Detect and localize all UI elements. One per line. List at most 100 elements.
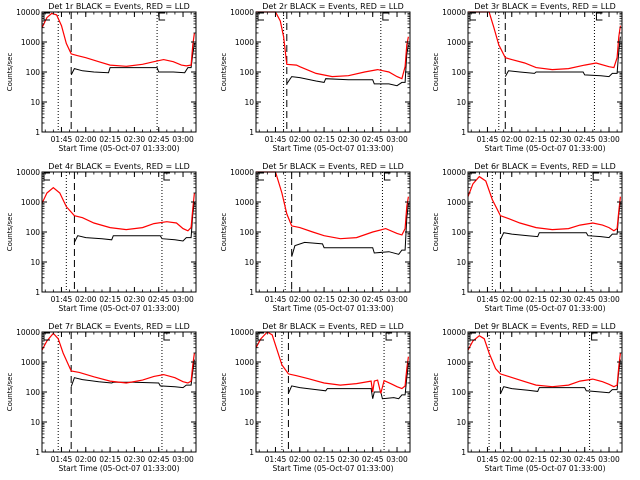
y-tick-label: 1 — [35, 128, 40, 137]
y-tick-label: 1000 — [235, 38, 254, 47]
end-marker — [591, 332, 598, 341]
x-axis-label: Start Time (05-Oct-07 01:33:00) — [58, 144, 179, 153]
x-tick-label: 02:45 — [148, 135, 170, 144]
lld-series-line — [256, 11, 409, 80]
end-marker — [383, 172, 391, 181]
y-tick-label: 10 — [244, 258, 254, 267]
y-tick-label: 1 — [249, 128, 254, 137]
panel-title: Det 1r BLACK = Events, RED = LLD — [48, 2, 190, 11]
y-tick-label: 10000 — [442, 168, 466, 177]
lld-series-line — [255, 331, 409, 394]
x-tick-label: 01:45 — [265, 295, 287, 304]
end-marker — [158, 12, 166, 21]
x-tick-label: 02:45 — [148, 455, 170, 464]
detector-panel-2: Det 2r BLACK = Events, RED = LLD 1 10 100 10… — [220, 2, 411, 153]
x-tick-label: 02:00 — [289, 455, 311, 464]
x-tick-label: 01:45 — [477, 455, 499, 464]
x-axis-label: Start Time (05-Oct-07 01:33:00) — [272, 304, 393, 313]
x-tick-label: 03:00 — [172, 135, 194, 144]
events-series-line — [499, 359, 621, 395]
y-axis-label: Counts/sec — [6, 213, 14, 252]
y-tick-label: 10 — [30, 258, 40, 267]
x-tick-label: 02:30 — [124, 295, 146, 304]
x-tick-label: 02:15 — [313, 135, 335, 144]
y-tick-label: 100 — [240, 388, 255, 397]
y-tick-label: 1 — [461, 128, 466, 137]
y-tick-label: 1000 — [21, 38, 40, 47]
events-series-line — [287, 363, 409, 400]
x-tick-label: 02:30 — [550, 455, 572, 464]
x-tick-label: 02:30 — [550, 135, 572, 144]
x-axis-label: Start Time (05-Oct-07 01:33:00) — [58, 464, 179, 473]
end-marker — [382, 12, 389, 21]
detector-panel-5: Det 5r BLACK = Events, RED = LLD 1 10 100 10… — [220, 162, 411, 313]
plot-frame — [467, 171, 623, 293]
x-axis-label: Start Time (05-Oct-07 01:33:00) — [484, 464, 605, 473]
x-tick-label: 02:45 — [148, 295, 170, 304]
lld-series-line — [41, 12, 195, 67]
x-tick-label: 02:45 — [574, 135, 596, 144]
x-axis-label: Start Time (05-Oct-07 01:33:00) — [272, 144, 393, 153]
y-axis-label: Counts/sec — [220, 373, 228, 412]
y-axis-label: Counts/sec — [220, 213, 228, 252]
x-tick-label: 02:30 — [124, 135, 146, 144]
y-tick-label: 1000 — [447, 38, 466, 47]
x-tick-label: 02:00 — [75, 455, 97, 464]
events-series-line — [70, 359, 195, 389]
lld-series-line — [467, 334, 621, 388]
y-tick-label: 1 — [35, 448, 40, 457]
x-tick-label: 02:00 — [501, 135, 523, 144]
events-series-line — [504, 36, 621, 78]
y-tick-label: 10000 — [16, 8, 40, 17]
x-tick-label: 02:15 — [99, 135, 121, 144]
y-tick-label: 1000 — [235, 358, 254, 367]
y-tick-label: 1 — [461, 288, 466, 297]
x-tick-label: 01:45 — [477, 135, 499, 144]
end-marker — [592, 172, 600, 181]
end-marker — [595, 12, 603, 21]
y-tick-label: 100 — [452, 228, 467, 237]
y-tick-label: 1000 — [447, 358, 466, 367]
x-tick-label: 02:30 — [124, 455, 146, 464]
x-tick-label: 03:00 — [598, 135, 620, 144]
x-tick-label: 02:30 — [338, 135, 360, 144]
y-axis-label: Counts/sec — [220, 53, 228, 92]
lld-series-line — [468, 11, 621, 71]
y-tick-label: 10 — [244, 418, 254, 427]
x-tick-label: 02:00 — [289, 295, 311, 304]
x-tick-label: 02:15 — [525, 135, 547, 144]
y-tick-label: 10000 — [230, 8, 254, 17]
plot-frame — [255, 331, 411, 453]
y-tick-label: 1 — [461, 448, 466, 457]
y-tick-label: 1000 — [447, 198, 466, 207]
y-tick-label: 10 — [456, 98, 466, 107]
x-axis-label: Start Time (05-Oct-07 01:33:00) — [272, 464, 393, 473]
detector-panel-9: Det 9r BLACK = Events, RED = LLD 1 10 100 10… — [432, 322, 623, 473]
panel-title: Det 8r BLACK = Events, RED = LLD — [262, 322, 404, 331]
x-tick-label: 02:45 — [574, 455, 596, 464]
y-tick-label: 100 — [240, 68, 255, 77]
events-series-line — [70, 43, 195, 76]
y-axis-label: Counts/sec — [6, 53, 14, 92]
detector-panel-3: Det 3r BLACK = Events, RED = LLD 1 10 100 10… — [432, 2, 623, 153]
plot-frame — [255, 171, 411, 293]
y-tick-label: 1000 — [235, 198, 254, 207]
x-tick-label: 03:00 — [386, 135, 408, 144]
y-tick-label: 10 — [456, 258, 466, 267]
events-series-line — [291, 203, 409, 257]
y-axis-label: Counts/sec — [432, 53, 440, 92]
y-tick-label: 10000 — [16, 168, 40, 177]
plot-frame — [41, 331, 197, 453]
x-axis-label: Start Time (05-Oct-07 01:33:00) — [484, 144, 605, 153]
y-tick-label: 1 — [249, 448, 254, 457]
x-tick-label: 02:15 — [313, 295, 335, 304]
x-tick-label: 02:45 — [362, 135, 384, 144]
y-axis-label: Counts/sec — [6, 373, 14, 412]
x-tick-label: 03:00 — [172, 295, 194, 304]
x-tick-label: 02:15 — [99, 295, 121, 304]
x-tick-label: 02:15 — [525, 455, 547, 464]
x-tick-label: 02:00 — [75, 135, 97, 144]
x-tick-label: 02:45 — [362, 455, 384, 464]
y-tick-label: 100 — [452, 388, 467, 397]
